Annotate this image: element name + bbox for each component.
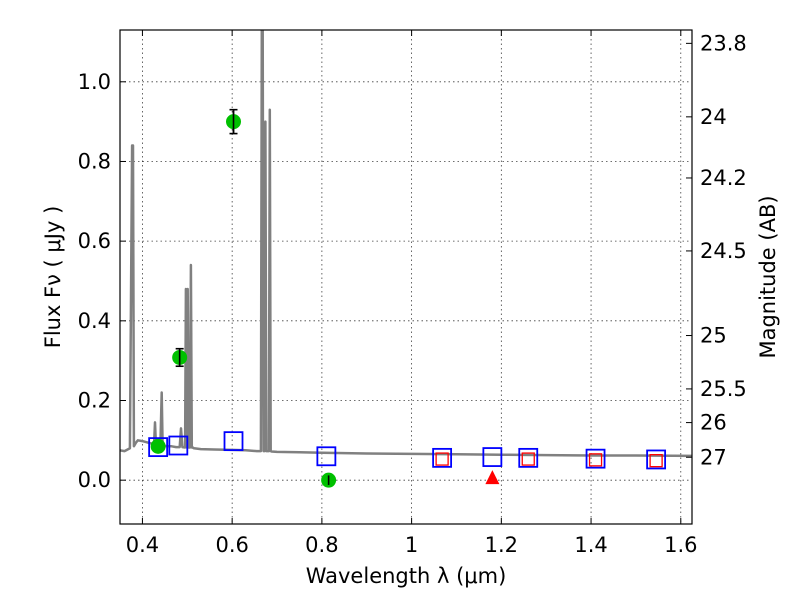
x-tick-label: 0.4 [126,533,159,557]
model-photometry-square [316,446,337,467]
y-tick-label: 0.6 [78,229,111,253]
y2-tick-label: 24.5 [700,239,747,263]
model-photometry-square [585,448,606,469]
x-tick-label: 0.6 [215,533,248,557]
model-photometry-square [223,431,244,452]
model-photometry-small-square [521,452,535,466]
y2-axis-title: Magnitude (AB) [756,195,780,358]
y-tick-label: 0.8 [78,149,111,173]
x-tick-label: 1 [405,533,418,557]
y-tick-label: 0.4 [78,309,111,333]
model-photometry-small-square [649,454,663,468]
y-tick-label: 1.0 [78,70,111,94]
model-photometry-small-square [588,453,603,467]
x-axis-title: Wavelength λ (μm) [306,564,507,588]
y2-tick-label: 24 [700,105,727,129]
y2-tick-label: 26 [700,411,727,435]
x-tick-label: 0.8 [305,533,338,557]
upper-limit-marker [485,470,500,485]
spectrum-series [120,30,692,458]
model-photometry-square [148,437,169,458]
grid [120,30,692,524]
observed-flux-point [150,438,166,454]
model-photometry-small-square [435,452,449,466]
y-tick-label: 0.2 [78,389,111,413]
y2-tick-label: 25.5 [700,377,747,401]
x-tick-label: 1.2 [485,533,518,557]
model-photometry-square [168,435,189,456]
spectrum-line [120,30,692,458]
y2-tick-label: 25 [700,324,727,348]
y2-tick-label: 23.8 [700,31,747,55]
model-photometry-square [432,447,453,468]
model-photometry-square [646,449,667,470]
y-tick-label: 0.0 [78,468,111,492]
markers [148,108,667,488]
y2-tick-label: 24.2 [700,166,747,190]
model-photometry-square [482,447,503,467]
y-axis-title: Flux Fν ( μJy ) [41,206,65,349]
plot-frame [119,29,693,525]
model-photometry-square [518,447,539,468]
x-tick-label: 1.6 [664,533,697,557]
x-tick-label: 1.4 [574,533,607,557]
y2-tick-label: 27 [700,445,727,469]
ticks: 0.4 0.6 0.8 1 1.2 1.4 1.6 0.0 0.2 0.4 0.6 0.8 1.0 23.… [78,30,747,557]
